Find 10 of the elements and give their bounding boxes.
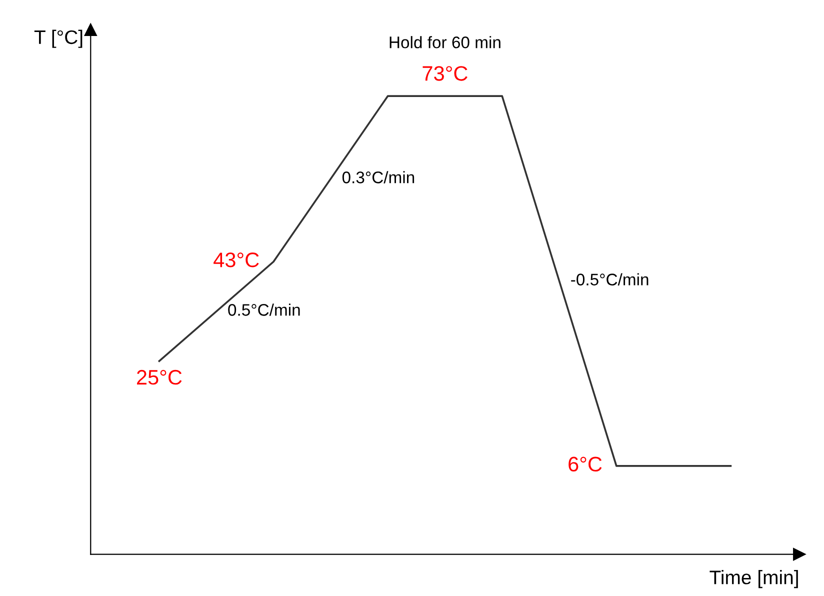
annotation: Hold for 60 min xyxy=(390,36,500,48)
annotation: -0.5°C/min xyxy=(571,273,648,286)
annotation: 0.3°C/min xyxy=(342,171,414,184)
annotation: 0.5°C/min xyxy=(228,304,300,316)
data-label: 73°C xyxy=(422,66,468,81)
data-label: 6°C xyxy=(568,456,602,472)
data-label: 43°C xyxy=(214,252,259,268)
x-axis-title: Time [min] xyxy=(710,570,798,588)
y-axis-title: T [°C] xyxy=(34,30,82,48)
data-label: 25°C xyxy=(136,370,182,385)
